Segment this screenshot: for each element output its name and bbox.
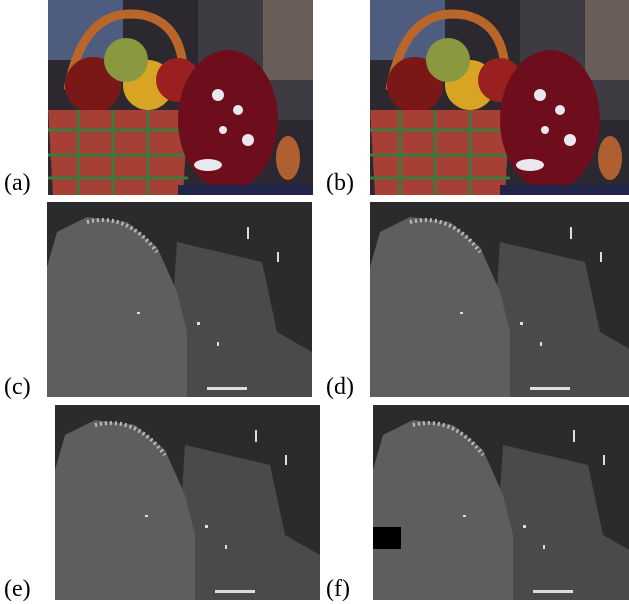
image-d <box>370 202 629 397</box>
panel-label: (a) <box>4 170 31 196</box>
image-b <box>370 0 629 195</box>
image-c <box>47 202 312 397</box>
panel-label: (b) <box>326 170 354 196</box>
panel-label: (f) <box>326 576 350 602</box>
panel-label: (d) <box>326 374 354 400</box>
image-e <box>55 405 320 600</box>
panel-label: (c) <box>4 374 31 400</box>
image-a <box>48 0 313 195</box>
image-f <box>373 405 629 600</box>
occlusion-blob <box>373 527 401 549</box>
panel-label: (e) <box>4 576 31 602</box>
figure: (a) (b) (c) (d) (e) (f) <box>0 0 629 604</box>
